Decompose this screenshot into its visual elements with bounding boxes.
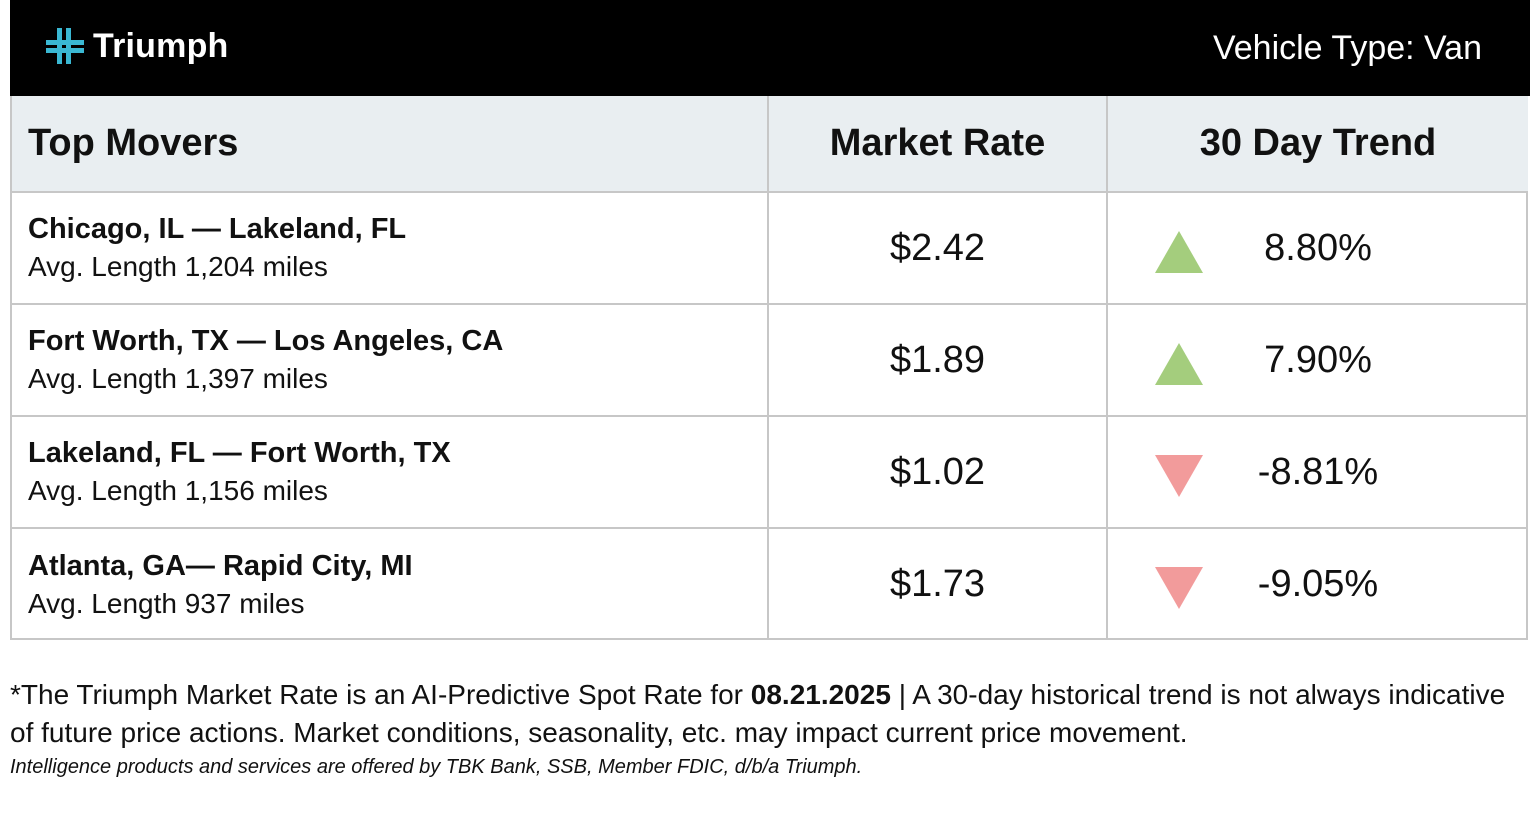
rates-card: Triumph Vehicle Type: Van Top Movers Mar… xyxy=(10,0,1530,640)
footnote-suffix: | A 30-day historical trend is not alway… xyxy=(10,679,1506,748)
route-name: Atlanta, GA— Rapid City, MI xyxy=(28,549,413,582)
trend-percent: 8.80% xyxy=(1264,226,1372,269)
header-bar: Triumph Vehicle Type: Van xyxy=(10,0,1530,96)
market-rate: $1.89 xyxy=(767,303,1108,417)
route-name: Lakeland, FL — Fort Worth, TX xyxy=(28,437,451,469)
vehicle-type: Vehicle Type: Van xyxy=(1212,29,1482,67)
route-cell: Atlanta, GA— Rapid City, MI Avg. Length … xyxy=(12,527,769,640)
trend-cell: -9.05% xyxy=(1106,527,1528,640)
table-header-row: Top Movers Market Rate 30 Day Trend xyxy=(12,96,1528,193)
top-movers-table: Top Movers Market Rate 30 Day Trend Chic… xyxy=(12,96,1528,640)
table-row: Chicago, IL — Lakeland, FL Avg. Length 1… xyxy=(12,191,1528,305)
table-row: Fort Worth, TX — Los Angeles, CA Avg. Le… xyxy=(12,303,1528,417)
table-row: Lakeland, FL — Fort Worth, TX Avg. Lengt… xyxy=(12,415,1528,529)
route-cell: Lakeland, FL — Fort Worth, TX Avg. Lengt… xyxy=(12,415,769,529)
trend-percent: -9.05% xyxy=(1257,563,1379,605)
footnote-prefix: *The Triumph Market Rate is an AI-Predic… xyxy=(10,679,743,710)
market-rate: $1.73 xyxy=(767,527,1108,640)
trend-up-icon xyxy=(1155,231,1203,273)
table-row: Atlanta, GA— Rapid City, MI Avg. Length … xyxy=(12,527,1528,640)
route-length: Avg. Length 1,204 miles xyxy=(28,251,328,282)
route-cell: Fort Worth, TX — Los Angeles, CA Avg. Le… xyxy=(12,303,769,417)
column-header-market-rate: Market Rate xyxy=(767,96,1108,193)
trend-down-icon xyxy=(1155,567,1203,609)
route-name: Fort Worth, TX — Los Angeles, CA xyxy=(28,325,504,357)
disclaimer-footnote: *The Triumph Market Rate is an AI-Predic… xyxy=(10,676,1525,752)
trend-down-icon xyxy=(1155,455,1203,497)
route-cell: Chicago, IL — Lakeland, FL Avg. Length 1… xyxy=(12,191,769,305)
brand-logo: Triumph xyxy=(45,26,229,66)
trend-cell: 7.90% xyxy=(1106,303,1528,417)
trend-cell: -8.81% xyxy=(1106,415,1528,529)
brand-name: Triumph xyxy=(93,26,229,65)
route-length: Avg. Length 1,156 miles xyxy=(28,475,328,506)
route-name: Chicago, IL — Lakeland, FL xyxy=(28,213,407,245)
market-rate: $2.42 xyxy=(767,191,1108,305)
rate-date: 08.21.2025 xyxy=(750,679,891,710)
column-header-top-movers: Top Movers xyxy=(12,96,769,193)
route-length: Avg. Length 937 miles xyxy=(28,587,305,619)
column-header-30-day-trend: 30 Day Trend xyxy=(1106,96,1528,193)
trend-percent: -8.81% xyxy=(1257,450,1379,493)
trend-cell: 8.80% xyxy=(1106,191,1528,305)
cross-logo-icon xyxy=(46,28,84,64)
legal-notice: Intelligence products and services are o… xyxy=(10,756,863,778)
trend-percent: 7.90% xyxy=(1264,338,1372,381)
route-length: Avg. Length 1,397 miles xyxy=(28,363,328,394)
market-rate: $1.02 xyxy=(767,415,1108,529)
trend-up-icon xyxy=(1155,343,1203,385)
